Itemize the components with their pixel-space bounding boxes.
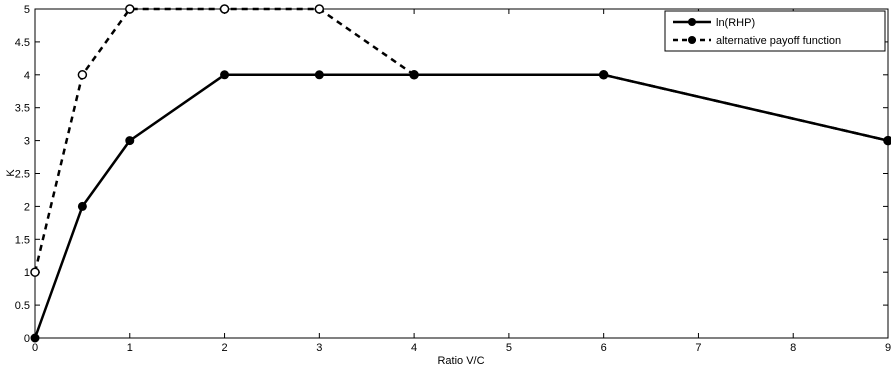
- data-point-ln-rhp: [30, 333, 40, 343]
- legend-label-alternative: alternative payoff function: [716, 35, 841, 47]
- data-point-ln-rhp: [599, 70, 609, 80]
- x-tick-label: 1: [127, 342, 133, 354]
- data-point-ln-rhp: [883, 136, 891, 146]
- y-tick-label: 0: [24, 333, 30, 345]
- x-tick-label: 3: [316, 342, 322, 354]
- x-axis-title: Ratio V/C: [437, 355, 484, 367]
- y-tick-label: 2: [24, 201, 30, 213]
- data-point-alternative-payoff-function: [125, 4, 135, 14]
- y-axis: 0 0.5 1 1.5 2 2.5 3 3.5 4 4.5 5: [15, 4, 888, 345]
- y-tick-label: 3.5: [15, 103, 30, 115]
- series-layer: [30, 4, 891, 343]
- plot-area: [34, 8, 889, 339]
- data-point-alternative-payoff-function: [219, 4, 230, 14]
- data-point-alternative-payoff-function: [30, 267, 40, 277]
- y-tick-label: 2.5: [15, 169, 30, 181]
- x-tick-label: 5: [506, 342, 512, 354]
- y-tick-label: 0.5: [15, 300, 30, 312]
- legend: ln(RHP) alternative payoff function: [664, 10, 886, 52]
- x-tick-label: 6: [601, 342, 607, 354]
- data-point-ln-rhp: [125, 136, 135, 146]
- data-point-ln-rhp: [220, 70, 230, 80]
- x-tick-label: 0: [32, 342, 38, 354]
- x-tick-label: 4: [411, 342, 417, 354]
- legend-label-ln-rhp: ln(RHP): [716, 17, 755, 29]
- y-tick-label: 4: [24, 70, 30, 82]
- y-tick-label: 4.5: [15, 37, 30, 49]
- x-tick-label: 7: [695, 342, 701, 354]
- legend-marker-ln-rhp: [688, 18, 696, 26]
- x-tick-label: 8: [790, 342, 796, 354]
- data-point-ln-rhp: [314, 70, 324, 80]
- y-tick-label: 1.5: [15, 234, 30, 246]
- x-axis: 0 1 2 3 4 5 6 7 8 9: [32, 9, 891, 354]
- y-axis-title: K: [5, 169, 17, 177]
- x-tick-label: 9: [885, 342, 891, 354]
- data-point-ln-rhp: [409, 70, 419, 80]
- data-point-alternative-payoff-function: [314, 4, 325, 14]
- x-tick-label: 2: [221, 342, 227, 354]
- data-point-ln-rhp: [77, 201, 87, 211]
- y-tick-label: 3: [24, 136, 30, 148]
- legend-box: [664, 10, 886, 52]
- legend-marker-alternative: [688, 36, 696, 44]
- y-tick-label: 1: [24, 267, 30, 279]
- data-point-alternative-payoff-function: [77, 70, 88, 80]
- y-tick-label: 5: [24, 4, 30, 16]
- series-line-ln-rhp: [33, 73, 889, 339]
